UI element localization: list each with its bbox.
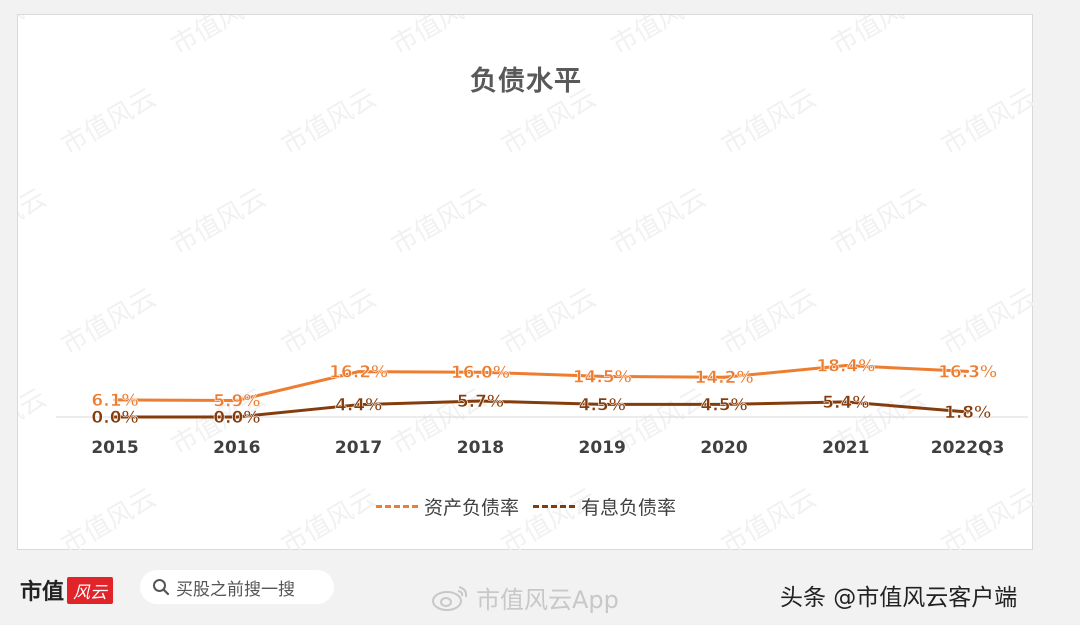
x-tick-label: 2018	[457, 438, 504, 458]
data-label: 14.5%	[573, 367, 632, 387]
chart-card: 市值风云 市值风云 市值风云 市值风云 市值风云 市值风云 市值风云 市值风云 市值风云 市值风云…	[17, 14, 1034, 551]
data-point	[235, 415, 239, 419]
data-label: 4.5%	[579, 395, 626, 415]
watermark-text: 市值风云	[18, 183, 52, 261]
watermark-text: 市值风云	[387, 183, 492, 261]
data-label: 16.2%	[329, 363, 388, 383]
watermark-text: 市值风云	[607, 15, 712, 61]
brand-badge: 风云	[67, 576, 114, 604]
data-point	[357, 403, 361, 407]
x-tick-label: 2017	[335, 438, 382, 458]
watermark-text: 市值风云	[937, 283, 1035, 361]
watermark-text: 市值风云	[18, 383, 52, 461]
legend-swatch-series-1	[375, 505, 418, 508]
data-point	[966, 369, 970, 373]
data-label: 18.4%	[816, 356, 875, 376]
footer-bar: 市值 风云 买股之前搜一搜 市值风云App 头条 @市值风云客户端	[0, 560, 1080, 625]
legend-item-series-2: 有息负债率	[533, 493, 676, 520]
series-line-1	[114, 363, 968, 402]
data-label: 14.2%	[695, 368, 754, 388]
watermark-text: 市值风云	[497, 283, 602, 361]
data-label: 5.7%	[457, 392, 504, 412]
data-label: 5.9%	[213, 391, 260, 411]
x-tick-label: 2021	[822, 438, 869, 458]
legend-swatch-series-2	[533, 505, 576, 508]
search-box[interactable]: 买股之前搜一搜	[140, 570, 334, 604]
watermark-text: 市值风云	[167, 15, 272, 61]
data-point	[600, 402, 604, 406]
brand-logo[interactable]: 市值 风云	[20, 574, 114, 606]
data-label: 0.0%	[213, 408, 260, 428]
series-line-2	[115, 399, 968, 419]
watermark-text: 市值风云	[717, 283, 822, 361]
watermark-text: 市值风云	[827, 15, 932, 61]
data-point	[478, 399, 482, 403]
data-point	[844, 400, 848, 404]
watermark-text: 市值风云	[387, 15, 492, 61]
data-point	[966, 410, 970, 414]
chart-legend: 资产负债率 有息负债率	[18, 491, 1034, 520]
data-point	[844, 363, 848, 367]
data-point	[235, 398, 239, 402]
data-point	[113, 398, 117, 402]
watermark-text: 市值风云	[277, 283, 382, 361]
brand-text: 市值	[20, 580, 65, 605]
data-label: 5.4%	[822, 393, 869, 413]
x-tick-label: 2015	[91, 438, 138, 458]
x-tick-label: 2020	[700, 438, 747, 458]
x-tick-label: 2019	[579, 438, 626, 458]
search-icon	[153, 579, 170, 596]
data-point	[478, 370, 482, 374]
data-label: 6.1%	[91, 391, 138, 411]
data-point	[722, 402, 726, 406]
data-label: 16.3%	[938, 362, 997, 382]
weibo-icon	[432, 585, 468, 611]
weibo-watermark: 市值风云App	[430, 580, 619, 615]
data-point	[357, 370, 361, 374]
data-point	[722, 375, 726, 379]
data-label: 16.0%	[451, 363, 510, 383]
watermark-text: 市值风云	[827, 183, 932, 261]
watermark-text: 市值风云	[607, 183, 712, 261]
data-point	[600, 374, 604, 378]
data-label: 1.8%	[944, 403, 991, 423]
source-credit: 头条 @市值风云客户端	[780, 585, 1018, 611]
x-tick-label: 2016	[213, 438, 260, 458]
data-point	[113, 415, 117, 419]
watermark-text: 市值风云	[18, 15, 52, 61]
x-tick-label: 2022Q3	[931, 438, 1005, 458]
weibo-text: 市值风云App	[476, 586, 619, 614]
data-label: 0.0%	[91, 408, 138, 428]
legend-item-series-1: 资产负债率	[375, 493, 519, 520]
legend-label-series-1: 资产负债率	[423, 497, 519, 519]
chart-title: 负债水平	[470, 66, 582, 97]
watermark-text: 市值风云	[57, 283, 162, 361]
data-label: 4.4%	[335, 396, 382, 416]
search-placeholder: 买股之前搜一搜	[176, 579, 295, 600]
legend-label-series-2: 有息负债率	[581, 497, 677, 519]
data-label: 4.5%	[700, 395, 747, 415]
watermark-text: 市值风云	[167, 183, 272, 261]
